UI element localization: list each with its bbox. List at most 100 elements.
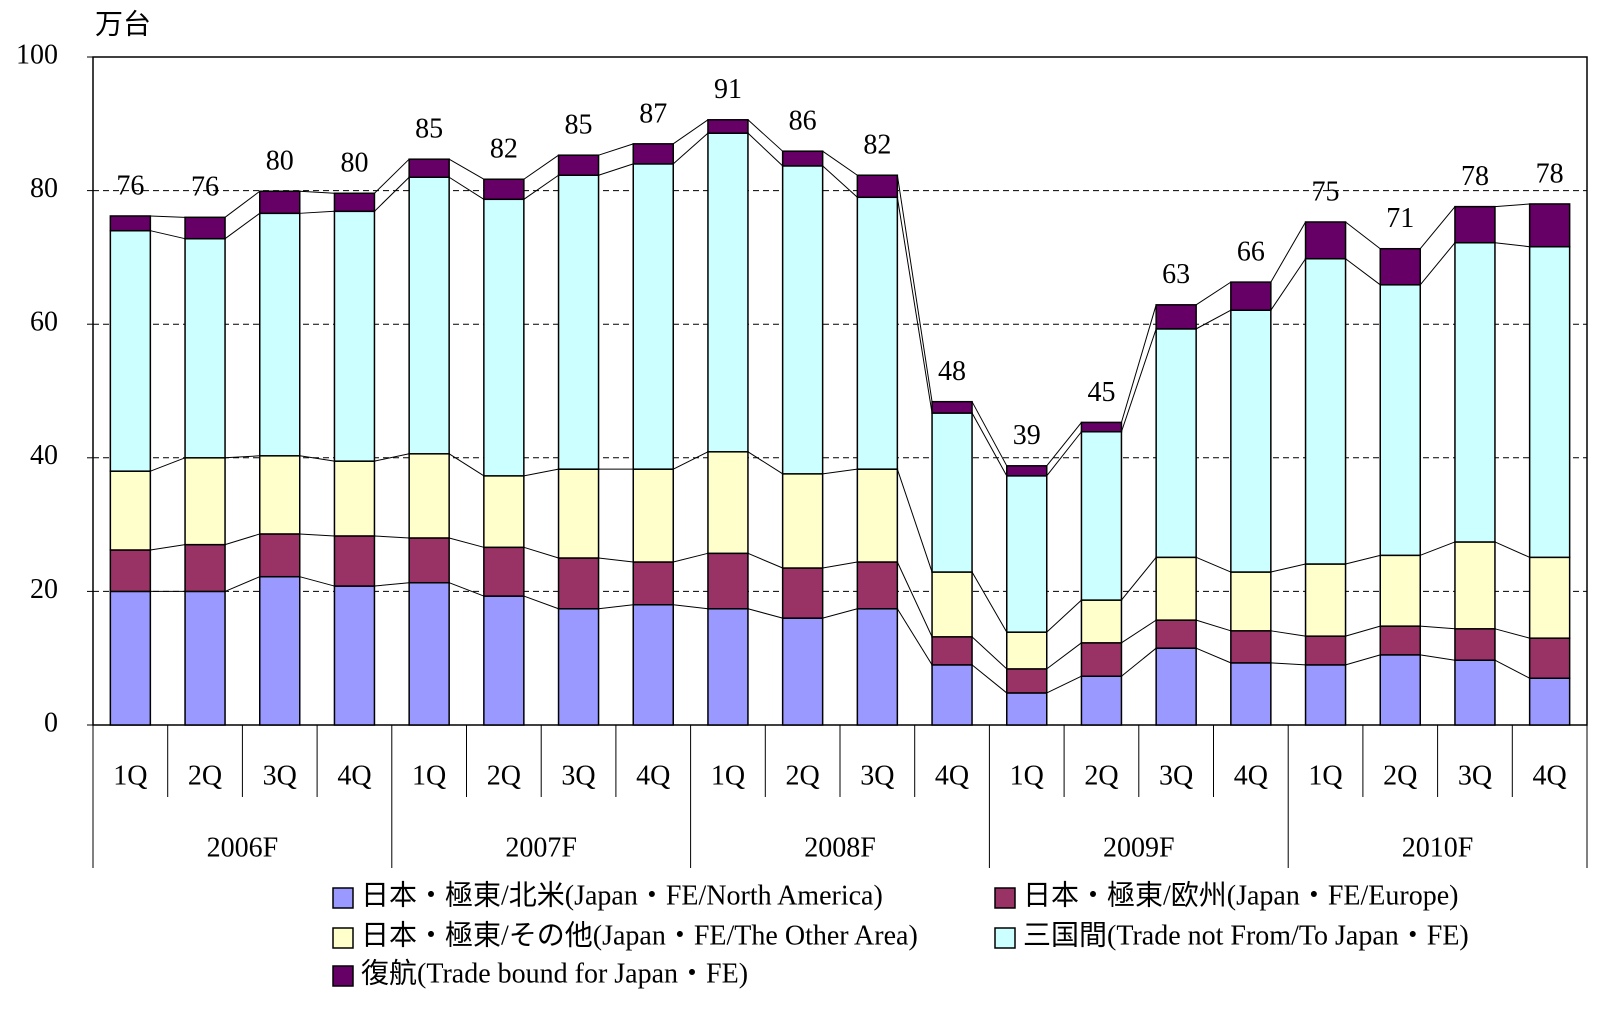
bar-segment bbox=[1304, 257, 1347, 565]
total-label: 63 bbox=[1162, 259, 1190, 290]
connector-line bbox=[1195, 309, 1232, 330]
total-label: 76 bbox=[191, 172, 219, 203]
x-tick-label: 3Q bbox=[561, 760, 595, 791]
connector-line bbox=[822, 165, 858, 198]
bar-segment bbox=[109, 229, 152, 472]
connector-line bbox=[1345, 258, 1381, 286]
x-tick-label: 2Q bbox=[1383, 760, 1417, 791]
connector-line bbox=[672, 119, 709, 145]
x-tick-label: 2Q bbox=[1084, 760, 1118, 791]
connector-line bbox=[523, 595, 559, 610]
bar-segment bbox=[1528, 677, 1571, 726]
bar-segment bbox=[632, 604, 674, 726]
connector-line bbox=[224, 533, 260, 546]
connector-line bbox=[523, 468, 559, 477]
bar-segment bbox=[333, 535, 376, 587]
connector-line bbox=[224, 576, 260, 592]
total-label: 91 bbox=[714, 74, 742, 105]
total-label: 86 bbox=[789, 106, 817, 137]
bar-segment bbox=[1080, 599, 1123, 644]
bar-segment bbox=[184, 216, 226, 240]
bar-segment bbox=[1155, 619, 1197, 649]
bar-segment bbox=[557, 608, 600, 726]
bar-segment bbox=[931, 571, 973, 638]
connector-line bbox=[150, 457, 186, 472]
bar-segment bbox=[1379, 554, 1421, 627]
y-tick-label: 80 bbox=[30, 173, 58, 204]
bar-segment bbox=[408, 176, 450, 455]
bar-segment bbox=[781, 473, 824, 569]
total-label: 71 bbox=[1386, 203, 1414, 234]
total-label: 78 bbox=[1461, 161, 1489, 192]
legend-swatch bbox=[332, 965, 354, 987]
bar-segment bbox=[408, 537, 450, 584]
connector-line bbox=[747, 119, 783, 152]
connector-line bbox=[1120, 328, 1157, 432]
bar-segment bbox=[707, 608, 749, 726]
connector-line bbox=[374, 176, 410, 212]
bar-segment bbox=[483, 198, 525, 477]
connector-line bbox=[449, 537, 484, 548]
connector-line bbox=[672, 132, 709, 165]
bar-segment bbox=[1454, 541, 1496, 630]
x-tick-label: 2Q bbox=[188, 760, 222, 791]
bar-segment bbox=[408, 158, 450, 178]
group-label: 2008F bbox=[804, 832, 876, 863]
group-label: 2007F bbox=[505, 832, 577, 863]
total-label: 80 bbox=[266, 146, 294, 177]
connector-line bbox=[971, 412, 1008, 477]
connector-line bbox=[1195, 556, 1232, 573]
connector-line bbox=[1046, 599, 1082, 633]
legend-swatch bbox=[994, 927, 1016, 949]
bar-segment bbox=[1528, 203, 1571, 248]
legend-label: 日本・極東/北米(Japan・FE/North America) bbox=[361, 879, 883, 911]
connector-line bbox=[1420, 541, 1456, 556]
x-tick-label: 4Q bbox=[1234, 760, 1268, 791]
bar-segment bbox=[1304, 664, 1347, 726]
connector-line bbox=[1046, 642, 1082, 670]
connector-line bbox=[1270, 630, 1306, 637]
x-tick-label: 1Q bbox=[1308, 760, 1342, 791]
y-tick-label: 60 bbox=[30, 307, 58, 338]
connector-line bbox=[1494, 541, 1530, 558]
connector-line bbox=[1196, 619, 1231, 632]
bar-segment bbox=[1230, 662, 1272, 726]
x-tick-label: 1Q bbox=[1010, 760, 1044, 791]
total-label: 66 bbox=[1237, 237, 1265, 268]
connector-line bbox=[448, 453, 485, 477]
connector-line bbox=[896, 468, 933, 573]
connector-line bbox=[598, 604, 634, 610]
bar-segment bbox=[1155, 304, 1197, 330]
bar-segment bbox=[707, 552, 749, 610]
bar-segment bbox=[1230, 309, 1272, 573]
bar-segment bbox=[1304, 563, 1347, 637]
connector-line bbox=[1270, 662, 1306, 666]
bar-segment bbox=[1006, 668, 1048, 694]
connector-line bbox=[896, 175, 933, 402]
connector-line bbox=[374, 535, 410, 539]
bar-segment bbox=[184, 457, 226, 546]
connector-line bbox=[224, 190, 261, 218]
connector-line bbox=[1345, 625, 1381, 637]
connector-line bbox=[1420, 625, 1455, 630]
bar-segment bbox=[1006, 465, 1048, 477]
bar-segment bbox=[1006, 475, 1048, 633]
connector-line bbox=[299, 210, 335, 214]
x-tick-label: 4Q bbox=[636, 760, 670, 791]
group-label: 2009F bbox=[1103, 832, 1175, 863]
total-label: 85 bbox=[565, 110, 593, 141]
total-label: 80 bbox=[340, 148, 368, 179]
unit-label: 万台 bbox=[95, 8, 151, 40]
bar-segment bbox=[707, 119, 749, 134]
legend-swatch bbox=[332, 927, 354, 949]
bar-segment bbox=[333, 585, 376, 726]
bar-segment bbox=[632, 143, 674, 165]
bar-segment bbox=[184, 237, 226, 459]
bar-segment bbox=[856, 608, 899, 726]
bar-segment bbox=[632, 468, 674, 563]
bar-segment bbox=[781, 150, 824, 167]
bar-segment bbox=[483, 475, 525, 549]
connector-line bbox=[150, 230, 186, 240]
bar-segment bbox=[109, 470, 152, 551]
connector-line bbox=[523, 174, 559, 200]
